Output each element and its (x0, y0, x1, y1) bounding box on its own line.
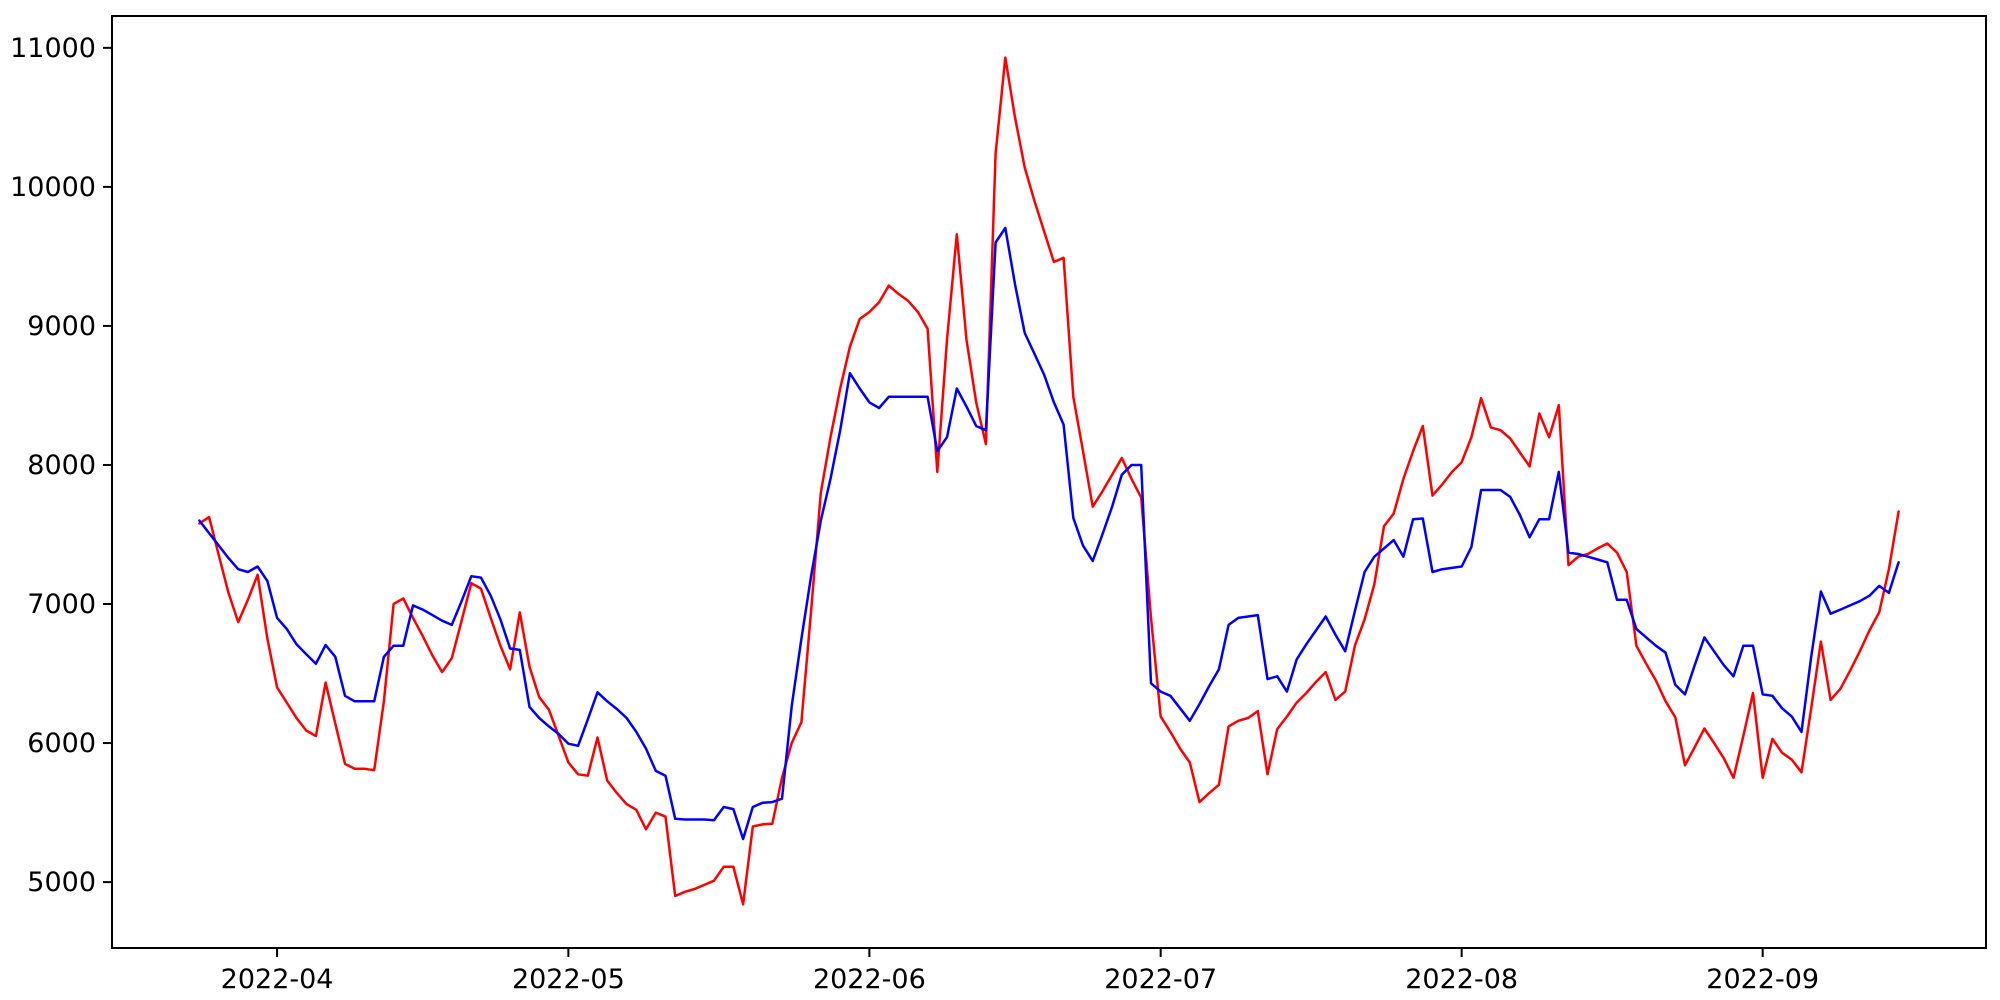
y-tick-label: 10000 (10, 172, 96, 203)
blue-series-line (198, 226, 1900, 841)
plot-border (111, 15, 1987, 949)
x-tick-label: 2022-06 (813, 964, 926, 995)
y-axis: 5000 6000 7000 8000 9000 10000 11000 (10, 33, 112, 898)
x-tick-label: 2022-09 (1706, 964, 1819, 995)
x-tick-label: 2022-04 (221, 964, 334, 995)
y-tick-label: 11000 (10, 33, 96, 64)
x-tick-label: 2022-05 (512, 964, 625, 995)
data-series (198, 56, 1900, 906)
x-axis: 2022-04 2022-05 2022-06 2022-07 2022-08 2022-… (221, 948, 1819, 995)
y-tick-label: 9000 (27, 311, 96, 342)
x-tick-label: 2022-07 (1104, 964, 1217, 995)
red-series-line (198, 56, 1900, 906)
axes-box (111, 15, 1987, 949)
y-tick-label: 5000 (27, 867, 96, 898)
y-tick-label: 8000 (27, 450, 96, 481)
x-tick-label: 2022-08 (1405, 964, 1518, 995)
y-tick-label: 6000 (27, 728, 96, 759)
y-tick-label: 7000 (27, 589, 96, 620)
